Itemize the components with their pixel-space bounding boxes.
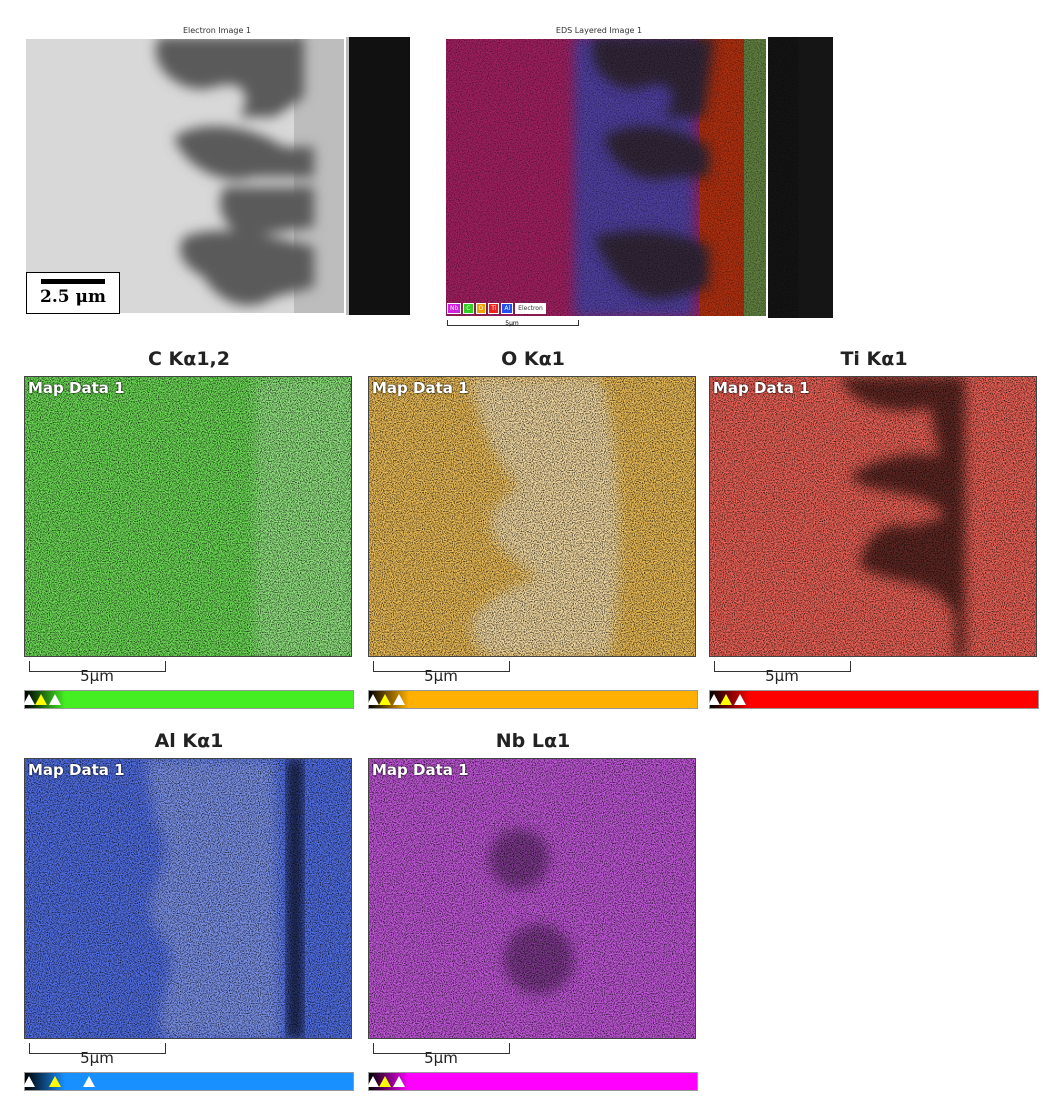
- layered-image: [444, 37, 833, 318]
- max-marker-icon[interactable]: [393, 694, 405, 705]
- scale-label: 5μm: [424, 667, 458, 685]
- map-title: Al Kα1: [154, 730, 224, 752]
- map-title: O Kα1: [501, 348, 565, 370]
- mid-marker-icon[interactable]: [35, 694, 47, 705]
- min-marker-icon[interactable]: [708, 694, 720, 705]
- legend-item: Ti: [488, 303, 500, 314]
- intensity-color-bar: [23, 690, 354, 709]
- electron-image-title: Electron Image 1: [182, 26, 252, 35]
- element-map: Map Data 1: [368, 376, 696, 657]
- scale-bar-box: 2.5 μm: [26, 272, 120, 314]
- legend-item: Nb: [447, 303, 462, 314]
- mid-marker-icon[interactable]: [379, 694, 391, 705]
- element-legend: Nb C O Ti Al Electron: [447, 303, 546, 314]
- layered-scale-label: 5μm: [505, 320, 519, 327]
- layered-scale-bar: [447, 320, 579, 326]
- scale-label: 5μm: [80, 1049, 114, 1067]
- scale-label: 5μm: [765, 667, 799, 685]
- legend-item: O: [475, 303, 487, 314]
- element-map: Map Data 1: [368, 758, 696, 1039]
- scale-label: 2.5 μm: [40, 287, 106, 307]
- element-map: Map Data 1: [709, 376, 1037, 657]
- map-label: Map Data 1: [28, 379, 125, 397]
- element-map: Map Data 1: [24, 376, 352, 657]
- min-marker-icon[interactable]: [367, 694, 379, 705]
- mid-marker-icon[interactable]: [379, 1076, 391, 1087]
- max-marker-icon[interactable]: [734, 694, 746, 705]
- mid-marker-icon[interactable]: [720, 694, 732, 705]
- map-title: C Kα1,2: [148, 348, 230, 370]
- scale-bar: [29, 1043, 166, 1054]
- min-marker-icon[interactable]: [23, 694, 35, 705]
- intensity-color-bar: [708, 690, 1039, 709]
- layered-image-title: EDS Layered Image 1: [555, 26, 643, 35]
- map-label: Map Data 1: [28, 761, 125, 779]
- map-title: Nb Lα1: [495, 730, 571, 752]
- scale-bar: [41, 279, 105, 284]
- scale-label: 5μm: [424, 1049, 458, 1067]
- scale-bar: [29, 661, 166, 672]
- intensity-color-bar: [367, 690, 698, 709]
- max-marker-icon[interactable]: [49, 694, 61, 705]
- map-label: Map Data 1: [372, 379, 469, 397]
- element-map: Map Data 1: [24, 758, 352, 1039]
- mid-marker-icon[interactable]: [49, 1076, 61, 1087]
- scale-label: 5μm: [80, 667, 114, 685]
- map-title: Ti Kα1: [840, 348, 908, 370]
- map-label: Map Data 1: [372, 761, 469, 779]
- min-marker-icon[interactable]: [367, 1076, 379, 1087]
- scale-bar: [373, 661, 510, 672]
- intensity-color-bar: [367, 1072, 698, 1091]
- max-marker-icon[interactable]: [83, 1076, 95, 1087]
- scale-bar: [373, 1043, 510, 1054]
- scale-bar: [714, 661, 851, 672]
- min-marker-icon[interactable]: [23, 1076, 35, 1087]
- max-marker-icon[interactable]: [393, 1076, 405, 1087]
- legend-item: Al: [501, 303, 514, 314]
- legend-item: C: [463, 303, 474, 314]
- map-label: Map Data 1: [713, 379, 810, 397]
- intensity-color-bar: [23, 1072, 354, 1091]
- electron-image: 2.5 μm: [24, 37, 410, 315]
- legend-item: Electron: [515, 303, 546, 314]
